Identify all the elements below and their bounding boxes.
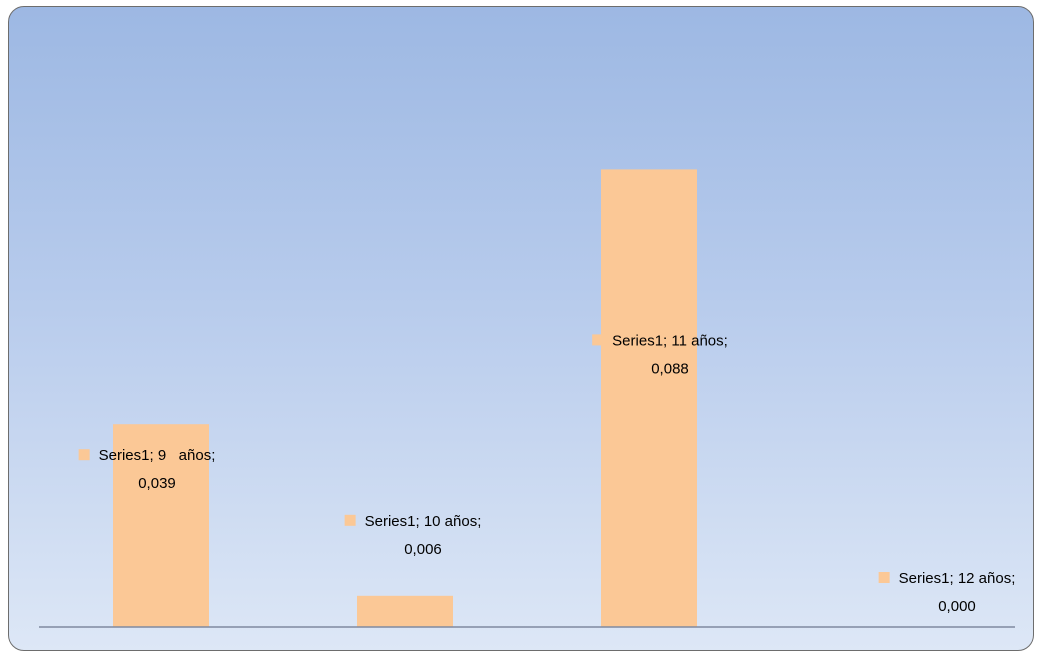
data-label-marker-4 <box>878 572 890 583</box>
data-label-value-1: 0,039 <box>138 475 176 492</box>
data-label-marker-2 <box>344 514 356 526</box>
data-label-value-2: 0,006 <box>404 541 442 558</box>
bars-group <box>113 169 697 627</box>
data-label-value-4: 0,000 <box>938 598 976 615</box>
data-label-line1-1: Series1; 9 años; <box>99 447 216 464</box>
chart-frame: Series1; 9 años; 0,039 Series1; 10 años; 0,… <box>8 6 1034 651</box>
data-label-line1-3: Series1; 11 años; <box>612 332 728 349</box>
bar-chart: Series1; 9 años; 0,039 Series1; 10 años; 0,… <box>39 169 1016 628</box>
bar-2 <box>357 595 453 627</box>
data-label-marker-1 <box>78 449 90 461</box>
data-label-marker-3 <box>592 334 604 346</box>
data-label-line1-2: Series1; 10 años; <box>365 513 482 530</box>
data-label-value-3: 0,088 <box>651 360 689 377</box>
data-labels-group: Series1; 9 años; 0,039 Series1; 10 años; 0,… <box>78 332 1016 615</box>
bar-1 <box>113 424 209 627</box>
data-label-line1-4: Series1; 12 años; <box>899 570 1016 587</box>
bar-3 <box>601 169 697 627</box>
